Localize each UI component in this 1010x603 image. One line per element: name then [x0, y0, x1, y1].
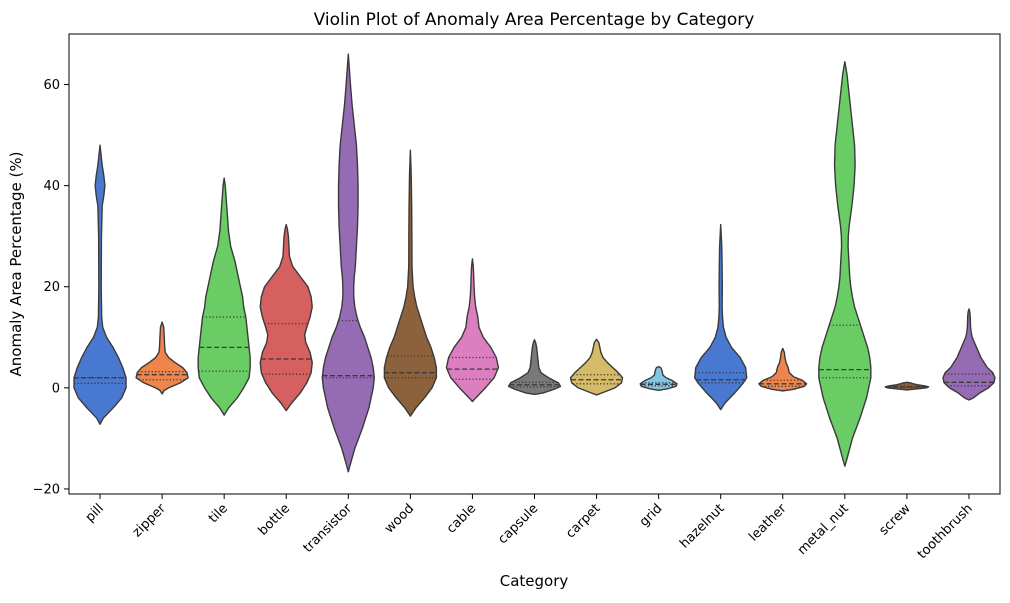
chart-title: Violin Plot of Anomaly Area Percentage b… [314, 10, 755, 30]
violin-body [507, 339, 562, 396]
x-tick-label: screw [877, 501, 914, 538]
x-tick-label: capsule [495, 501, 541, 547]
violin-tile [197, 177, 251, 416]
violin-transistor [321, 53, 375, 473]
x-tick-label: tile [206, 501, 231, 526]
x-tick-label: transistor [301, 501, 356, 556]
violin-metal-nut [818, 61, 872, 467]
violin-leather [758, 347, 808, 392]
violin-body [445, 258, 500, 403]
violin-toothbrush [942, 308, 996, 401]
violin-zipper [135, 321, 189, 395]
violin-body [942, 308, 996, 401]
x-tick-label: cable [444, 501, 479, 536]
x-tick-label: carpet [563, 501, 603, 541]
y-tick-label: 0 [52, 381, 60, 396]
violin-body [758, 347, 808, 392]
violin-body [383, 149, 438, 417]
x-axis: pill zipper tile bottle transistor wood cable c… [83, 494, 976, 562]
violin-body [135, 321, 189, 395]
y-tick-label: 20 [43, 280, 60, 295]
violin-bottle [259, 223, 313, 412]
violin-body [639, 365, 678, 392]
y-tick-label: 60 [43, 78, 60, 93]
x-tick-label: hazelnut [677, 501, 727, 551]
x-tick-label: metal_nut [795, 501, 852, 558]
plot-area-frame [68, 33, 1001, 495]
violin-body [259, 223, 313, 412]
violin-cable [445, 258, 500, 403]
violin-screw [884, 381, 930, 391]
x-tick-label: leather [746, 501, 790, 545]
x-tick-label: grid [637, 501, 666, 530]
violin-body [73, 144, 127, 425]
y-tick-label: −20 [33, 482, 60, 497]
y-axis: −20 0 20 40 60 [33, 78, 69, 497]
y-axis-label: Anomaly Area Percentage (%) [7, 152, 25, 377]
violin-wood [383, 149, 438, 417]
violins-group [73, 53, 996, 473]
violin-capsule [507, 339, 562, 396]
violin-body [818, 61, 872, 467]
y-tick-label: 40 [43, 179, 60, 194]
x-tick-label: zipper [130, 501, 170, 541]
violin-body [197, 177, 251, 416]
violin-body [569, 338, 624, 396]
x-tick-label: wood [382, 501, 417, 536]
violin-pill [73, 144, 127, 425]
violin-carpet [569, 338, 624, 396]
violin-body [694, 223, 748, 411]
violin-grid [639, 365, 678, 392]
violin-body [321, 53, 375, 473]
x-tick-label: pill [83, 501, 107, 525]
x-axis-label: Category [500, 572, 569, 590]
violin-hazelnut [694, 223, 748, 411]
x-tick-label: toothbrush [915, 501, 976, 562]
x-tick-label: bottle [256, 501, 293, 538]
